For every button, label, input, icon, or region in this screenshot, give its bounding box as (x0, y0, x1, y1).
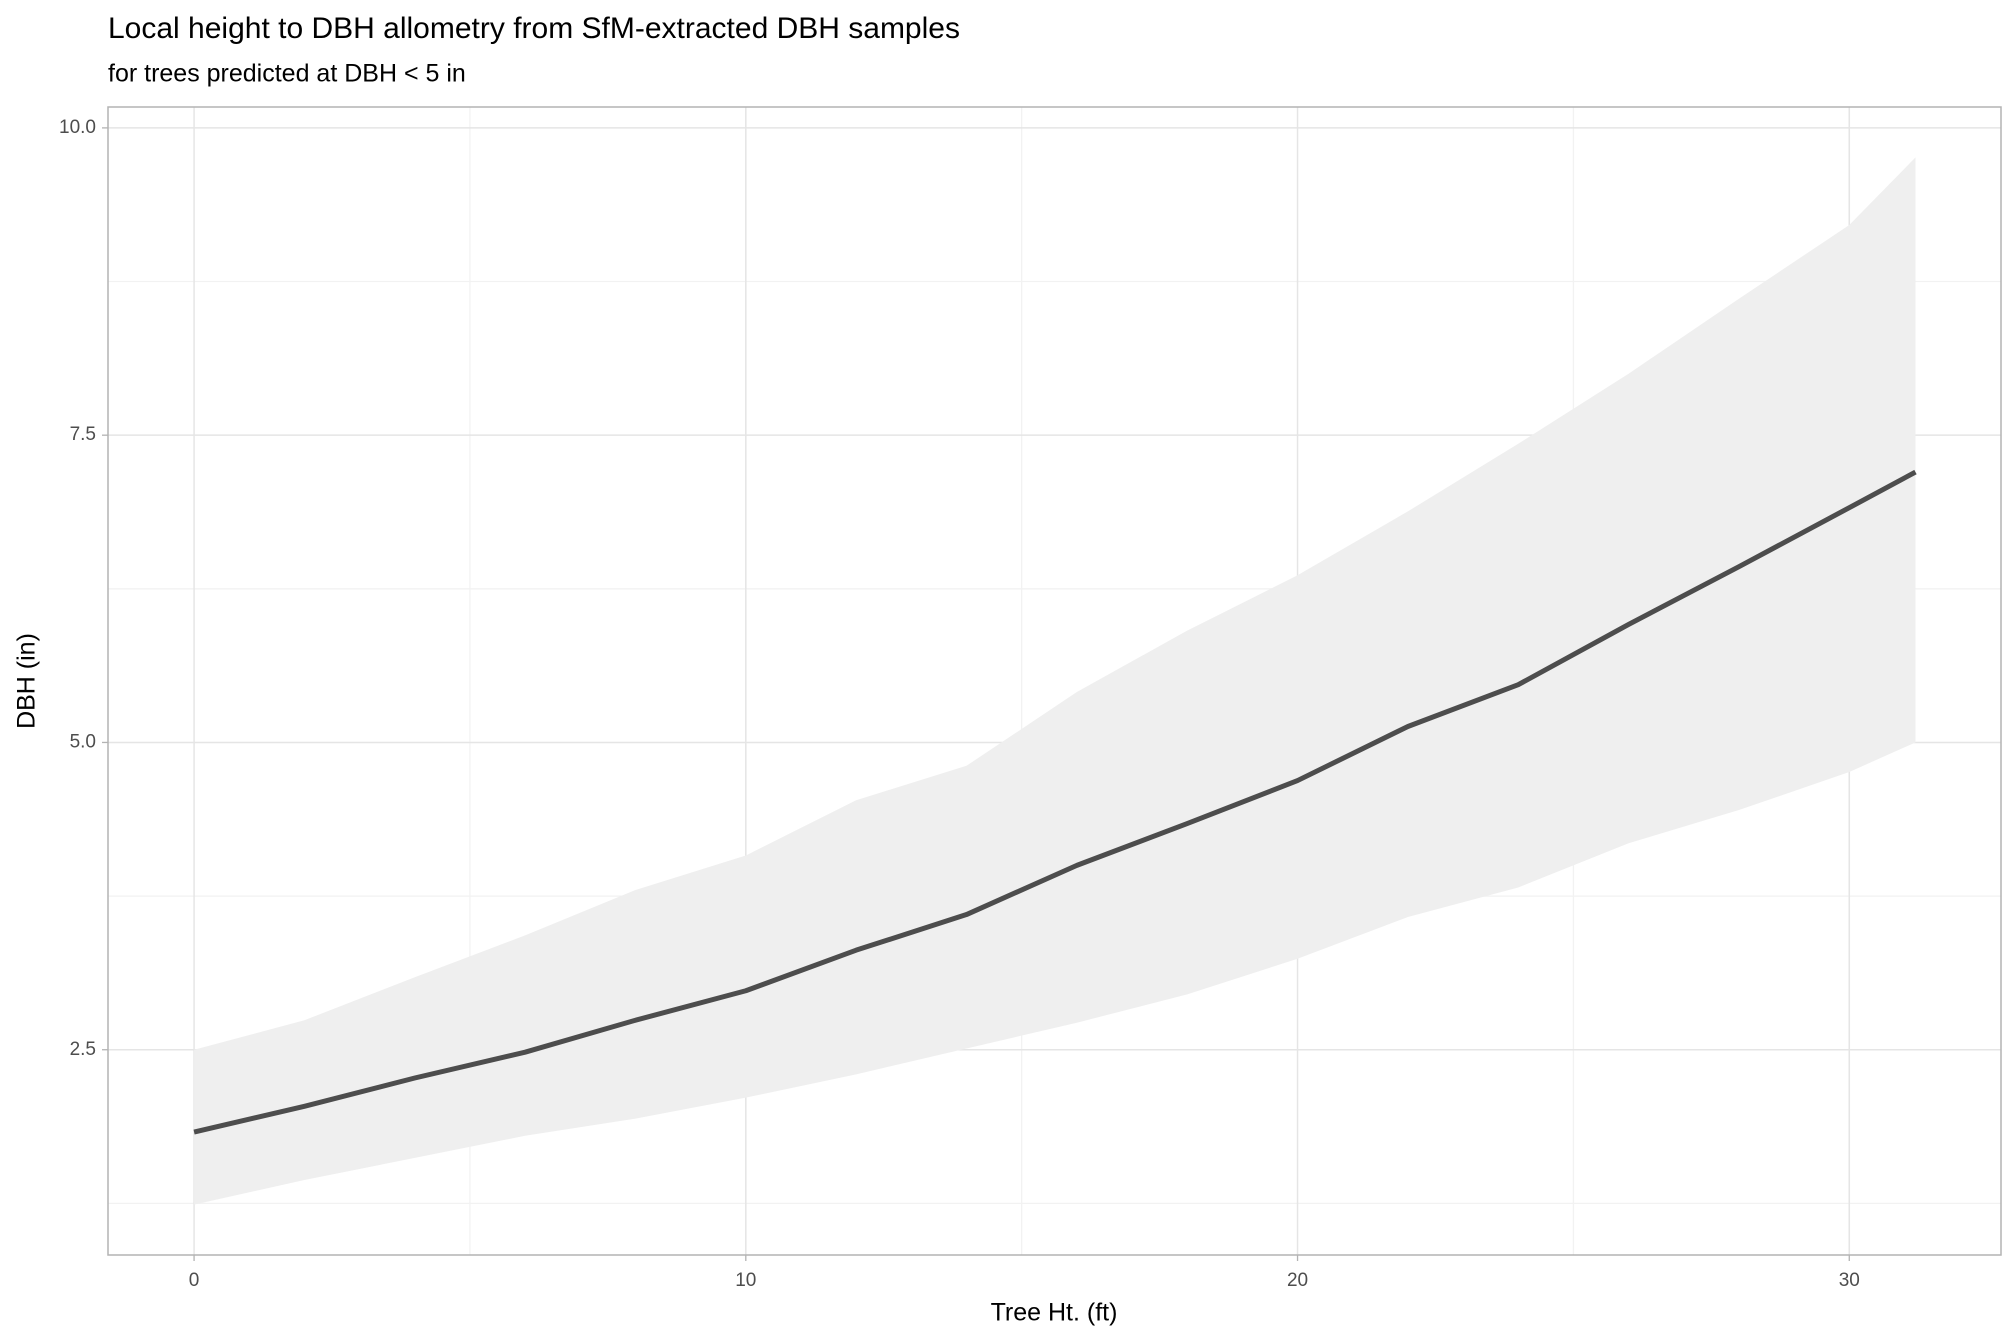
y-tick-label: 5.0 (70, 731, 96, 752)
panel-border (107, 106, 2002, 1256)
x-tick-label: 30 (1839, 1270, 1860, 1291)
chart-title: Local height to DBH allometry from SfM-e… (108, 12, 960, 45)
x-tick-label: 10 (735, 1270, 756, 1291)
y-tick-label: 2.5 (70, 1039, 96, 1060)
x-tick-label: 0 (189, 1270, 200, 1291)
fit-line (193, 469, 1917, 1135)
y-axis-title: DBH (in) (13, 633, 41, 729)
x-axis-title: Tree Ht. (ft) (991, 1299, 1118, 1327)
y-tick-label: 10.0 (59, 117, 96, 138)
y-tick-label: 7.5 (70, 424, 96, 445)
x-tick-label: 20 (1287, 1270, 1308, 1291)
chart-subtitle: for trees predicted at DBH < 5 in (108, 60, 466, 88)
confidence-band (194, 157, 1916, 1205)
